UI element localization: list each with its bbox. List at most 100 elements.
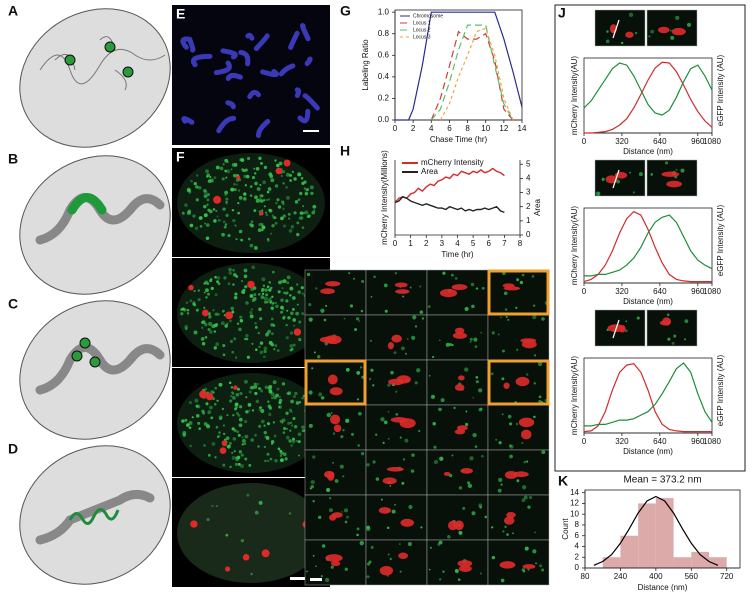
green-dot xyxy=(224,190,229,195)
green-dot xyxy=(263,349,267,354)
green-dot xyxy=(230,395,233,398)
green-dot xyxy=(278,395,281,399)
green-dot xyxy=(244,168,248,172)
green-dot xyxy=(221,177,225,181)
green-dot xyxy=(671,341,675,345)
green-dot xyxy=(291,170,295,174)
green-dot xyxy=(428,568,431,571)
chromosome xyxy=(225,100,236,110)
green-dot xyxy=(346,515,349,519)
red-spot xyxy=(213,195,222,204)
green-dot xyxy=(193,181,197,186)
green-dot xyxy=(298,320,302,324)
green-dot xyxy=(193,289,196,293)
green-dot xyxy=(281,287,284,290)
green-dot xyxy=(684,338,687,341)
green-dot xyxy=(312,554,315,557)
green-dot xyxy=(270,396,274,400)
histogram-bar xyxy=(655,498,674,568)
green-dot xyxy=(267,198,271,201)
green-dot xyxy=(267,400,270,403)
green-dot xyxy=(192,214,196,218)
green-dot xyxy=(293,177,297,181)
green-dot xyxy=(478,388,483,393)
green-dot xyxy=(268,340,273,345)
green-dot xyxy=(268,281,272,284)
x-tick-label: 4 xyxy=(455,239,460,248)
x-tick-label: 2 xyxy=(411,124,416,133)
green-dot xyxy=(504,308,508,311)
green-dot xyxy=(276,198,280,202)
green-dot xyxy=(359,540,364,546)
red-spot xyxy=(329,387,343,396)
green-dot xyxy=(523,460,526,464)
green-dot xyxy=(241,436,244,439)
red-spot xyxy=(323,470,335,478)
green-dot xyxy=(369,339,373,343)
green-dot xyxy=(541,568,545,572)
green-dot xyxy=(286,309,289,312)
green-dot xyxy=(276,163,280,168)
green-dot xyxy=(188,426,192,430)
green-dot xyxy=(209,405,213,410)
green-dot xyxy=(527,505,531,509)
green-dot xyxy=(500,316,502,319)
green-dot xyxy=(290,225,295,229)
green-dot xyxy=(283,315,286,318)
green-dot xyxy=(308,317,313,322)
green-dot xyxy=(198,427,201,430)
plot-frame xyxy=(583,357,713,434)
green-dot xyxy=(414,381,418,385)
green-dot xyxy=(281,382,286,386)
green-dot xyxy=(297,440,301,444)
green-dot xyxy=(269,297,272,300)
green-dot xyxy=(342,429,345,432)
green-dot xyxy=(243,192,247,196)
image-i-tile xyxy=(487,269,550,316)
green-dot xyxy=(264,459,267,463)
green-dot xyxy=(454,568,459,573)
green-dot xyxy=(289,331,294,335)
x-tick-label: 1 xyxy=(408,239,413,248)
panel-j-frame xyxy=(554,4,746,472)
green-dot xyxy=(402,458,406,461)
green-dot xyxy=(451,343,454,347)
green-dot xyxy=(204,222,207,225)
green-dot xyxy=(204,387,208,391)
green-dot xyxy=(253,209,256,213)
green-dot xyxy=(605,39,610,44)
green-dot xyxy=(404,438,409,443)
green-dot xyxy=(288,439,292,443)
y-axis-label: mCherry Intensity(Millions) xyxy=(380,150,389,245)
green-dot xyxy=(228,381,232,385)
red-spot xyxy=(247,280,255,289)
image-j-thumb xyxy=(646,159,698,197)
x-tick-label: 0 xyxy=(582,137,587,146)
green-dot xyxy=(274,344,278,348)
green-dot xyxy=(535,562,537,565)
green-dot xyxy=(321,544,326,548)
x-tick-label: 400 xyxy=(649,572,663,581)
green-dot xyxy=(289,429,292,432)
green-dot xyxy=(445,342,450,347)
green-dot xyxy=(262,355,266,359)
green-dot xyxy=(222,353,226,357)
green-dot xyxy=(205,223,210,227)
green-dot xyxy=(632,191,635,194)
green-dot xyxy=(207,327,211,331)
green-dot xyxy=(232,396,236,400)
green-dot xyxy=(509,454,513,459)
green-dot xyxy=(203,444,206,447)
nucleus xyxy=(177,153,325,253)
x-tick-label: 4 xyxy=(429,124,434,133)
x-tick-label: 80 xyxy=(581,572,590,581)
red-spot xyxy=(460,468,473,474)
green-dot xyxy=(516,348,519,351)
green-dot xyxy=(254,181,258,186)
chromosome xyxy=(181,116,195,125)
green-dot xyxy=(282,207,285,211)
green-dot xyxy=(214,275,217,279)
green-dot xyxy=(357,444,360,447)
green-dot xyxy=(224,324,228,328)
green-dot xyxy=(393,351,397,355)
